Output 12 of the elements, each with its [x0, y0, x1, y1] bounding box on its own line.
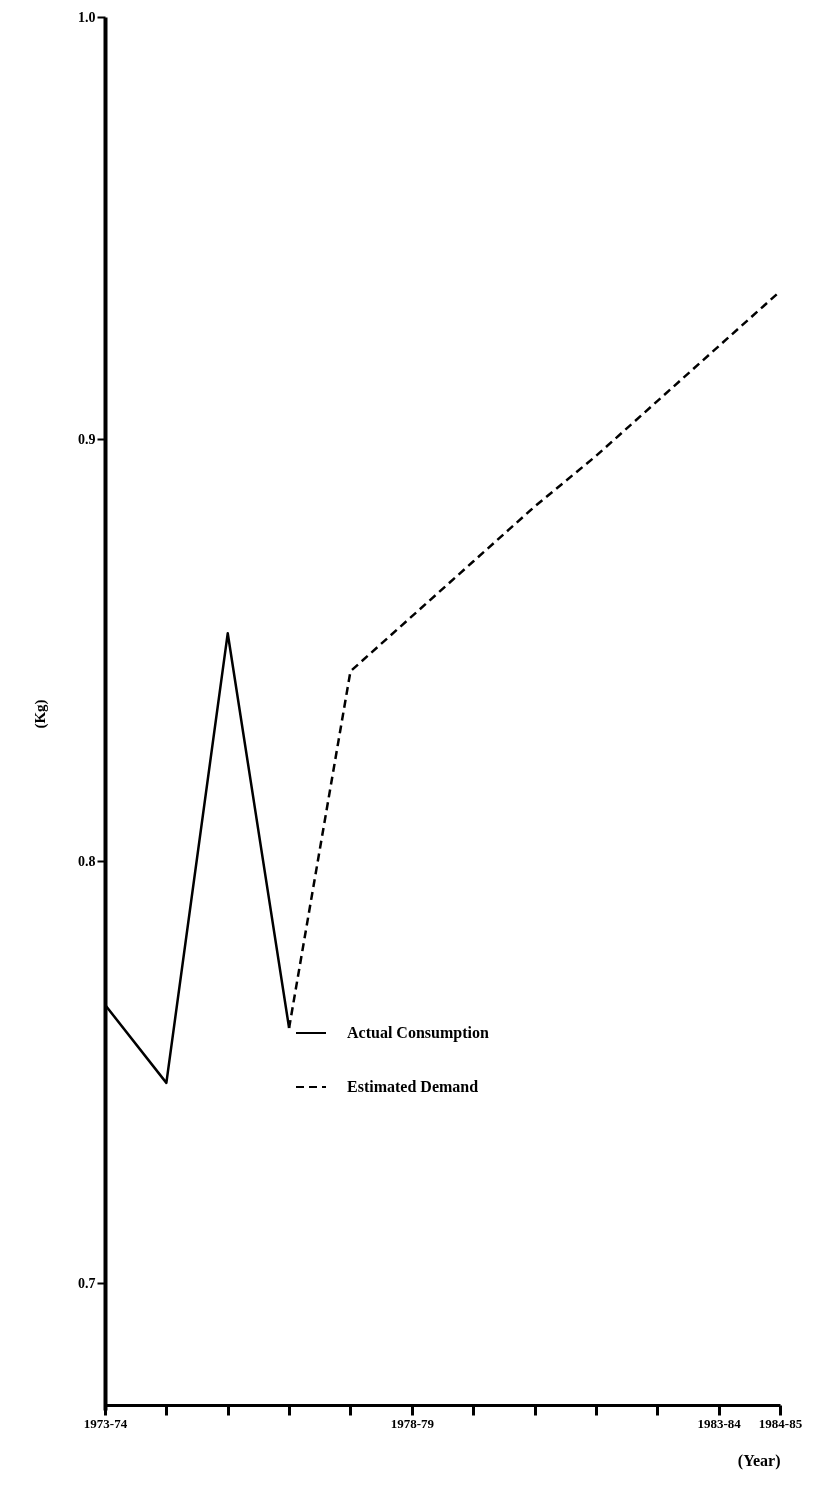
x-tick-label: 1984-85 [758, 1415, 803, 1431]
y-axis-title: (Kg) [32, 699, 49, 729]
x-tick-label: 1978-79 [390, 1415, 435, 1431]
y-tick-label: 0.9 [78, 431, 96, 447]
x-tick-label: 1983-84 [697, 1415, 742, 1431]
y-tick-label: 0.7 [78, 1275, 96, 1291]
x-axis-title: (Year) [737, 1451, 781, 1470]
x-tick-label: 1973-74 [83, 1415, 128, 1431]
y-tick-label: 1.0 [78, 9, 96, 25]
y-tick-label: 0.8 [78, 853, 96, 869]
legend-label: Actual Consumption [347, 1024, 489, 1042]
legend-label: Estimated Demand [347, 1078, 479, 1095]
